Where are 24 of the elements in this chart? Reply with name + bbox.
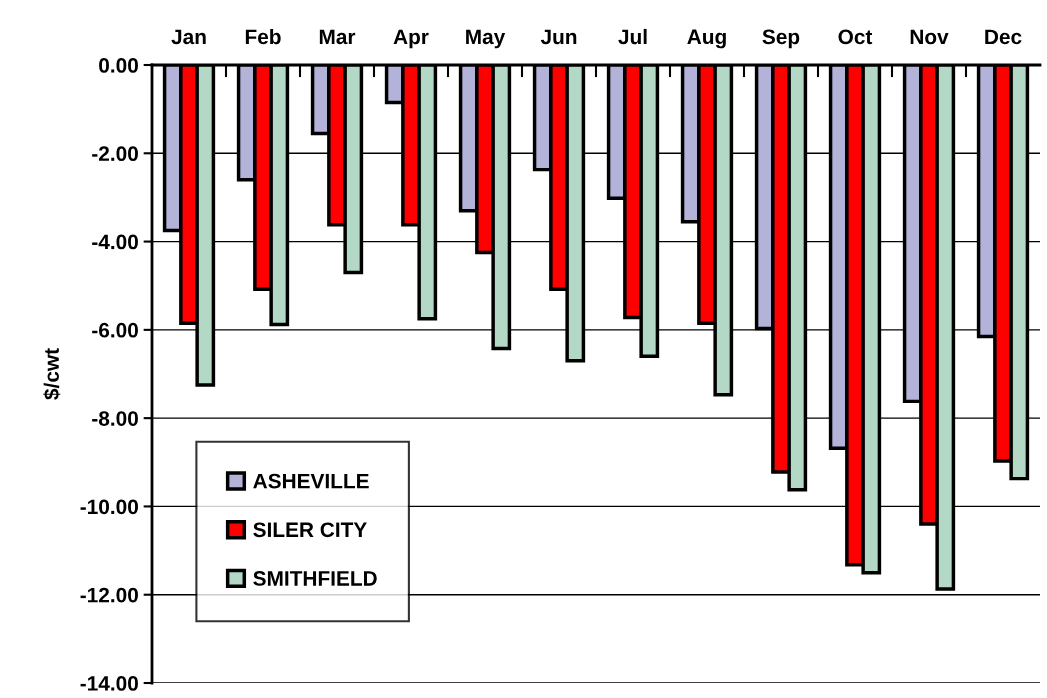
x-tick-label: Jan [171,29,206,45]
y-tick-label: -2.00 [92,146,138,162]
x-tick-label: Sep [762,29,800,49]
x-tick-label: Jun [540,29,577,45]
y-tick-label: -14.00 [80,676,138,691]
y-tick-label: -8.00 [92,411,138,426]
y-tick-label: -4.00 [92,234,138,250]
y-axis-title: $/cwt [43,348,61,400]
x-tick-label: Aug [687,29,726,49]
y-tick-label: 0.00 [99,58,138,73]
legend-label: SMITHFIELD [253,571,377,586]
x-tick-label: Mar [319,29,356,45]
x-tick-label: Oct [838,29,873,45]
x-tick-label: Jul [618,28,647,45]
y-tick-label: -10.00 [80,499,138,515]
x-tick-label: Dec [985,29,1022,45]
y-tick-label: -12.00 [80,587,138,603]
x-tick-label: Feb [245,28,281,45]
y-tick-label: -6.00 [92,322,138,338]
legend-label: ASHEVILLE [253,473,369,489]
x-tick-label: May [466,29,506,49]
legend-label: SILER CITY [253,522,367,538]
x-tick-label: Nov [910,29,949,45]
x-tick-label: Apr [393,29,429,49]
